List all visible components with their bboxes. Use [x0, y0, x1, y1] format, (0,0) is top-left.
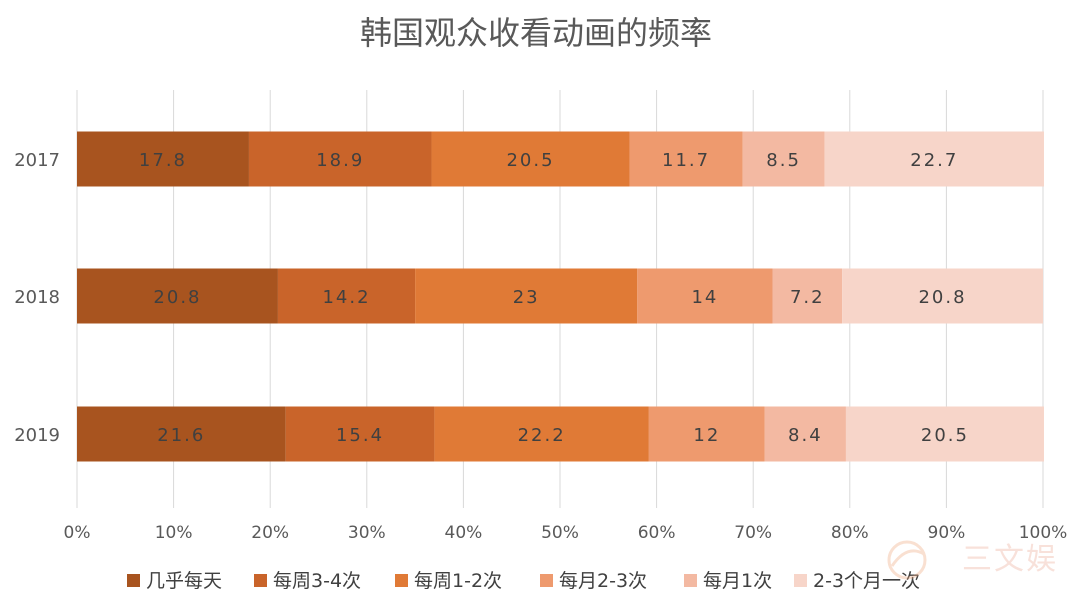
x-tick-label: 50%	[541, 523, 579, 543]
x-tick-label: 100%	[1019, 523, 1068, 543]
bar-segment	[637, 268, 773, 324]
data-label: 11.7	[662, 150, 710, 171]
y-category-label: 2019	[14, 425, 60, 446]
data-label: 20.8	[153, 287, 201, 308]
bar-segment	[742, 131, 825, 187]
data-label: 8.4	[788, 425, 823, 446]
data-label: 20.8	[918, 287, 966, 308]
data-label: 7.2	[790, 287, 825, 308]
legend-swatch	[395, 574, 408, 587]
y-axis-labels: 2017 2018 2019	[14, 150, 60, 446]
bar-segment	[431, 131, 630, 187]
bar-segment	[415, 268, 638, 324]
legend-label: 每月2-3次	[559, 570, 647, 592]
bar-segment	[434, 406, 649, 462]
data-label: 17.8	[139, 150, 187, 171]
bar-segment	[77, 406, 286, 462]
x-axis-tick-labels: 0% 10% 20% 30% 40% 50% 60% 70% 80% 90% 100%	[64, 523, 1068, 543]
data-label: 14	[691, 287, 718, 308]
bar-segment	[772, 268, 843, 324]
data-label: 23	[513, 287, 540, 308]
legend-swatch	[540, 574, 553, 587]
x-tick-label: 0%	[64, 523, 91, 543]
data-label: 21.6	[157, 425, 205, 446]
data-label: 14.2	[322, 287, 370, 308]
bar-segment	[77, 131, 249, 187]
bar-segment	[764, 406, 846, 462]
x-tick-label: 90%	[928, 523, 966, 543]
y-category-label: 2017	[14, 150, 60, 171]
data-label: 22.2	[518, 425, 566, 446]
data-label: 15.4	[336, 425, 384, 446]
data-label: 12	[693, 425, 720, 446]
bar-segment	[77, 268, 278, 324]
x-tick-label: 60%	[638, 523, 676, 543]
bar-segment	[842, 268, 1043, 324]
x-tick-label: 40%	[445, 523, 483, 543]
x-tick-label: 70%	[734, 523, 772, 543]
x-tick-label: 10%	[155, 523, 193, 543]
data-label: 18.9	[316, 150, 364, 171]
legend-swatch	[127, 574, 140, 587]
x-tick-label: 30%	[348, 523, 386, 543]
x-tick-label: 80%	[831, 523, 869, 543]
bar-segment	[648, 406, 765, 462]
bar-segment	[277, 268, 416, 324]
watermark-logo-icon	[887, 540, 927, 580]
legend-swatch	[254, 574, 267, 587]
bar-segment	[285, 406, 435, 462]
watermark-text: 三文娱	[962, 542, 1058, 577]
legend: 几乎每天 每周3-4次 每周1-2次 每月2-3次 每月1次 2-3个月一次	[127, 570, 920, 592]
y-category-label: 2018	[14, 287, 60, 308]
legend-label: 每月1次	[703, 570, 772, 592]
data-label: 22.7	[910, 150, 958, 171]
bar-segment	[629, 131, 743, 187]
data-label: 8.5	[766, 150, 801, 171]
bar-segment	[845, 406, 1044, 462]
legend-label: 每周1-2次	[414, 570, 502, 592]
bars: 17.8 18.9 20.5 11.7 8.5 22.7 20.8 14.2 23 14 7.2 20…	[77, 131, 1044, 462]
data-label: 20.5	[921, 425, 969, 446]
data-label: 20.5	[506, 150, 554, 171]
chart-title: 韩国观众收看动画的频率	[360, 14, 712, 52]
bar-segment	[248, 131, 432, 187]
x-tick-label: 20%	[251, 523, 289, 543]
legend-label: 每周3-4次	[273, 570, 361, 592]
legend-swatch	[794, 574, 807, 587]
legend-label: 几乎每天	[146, 570, 222, 592]
bar-segment	[824, 131, 1044, 187]
legend-swatch	[684, 574, 697, 587]
legend-label: 2-3个月一次	[813, 570, 920, 592]
